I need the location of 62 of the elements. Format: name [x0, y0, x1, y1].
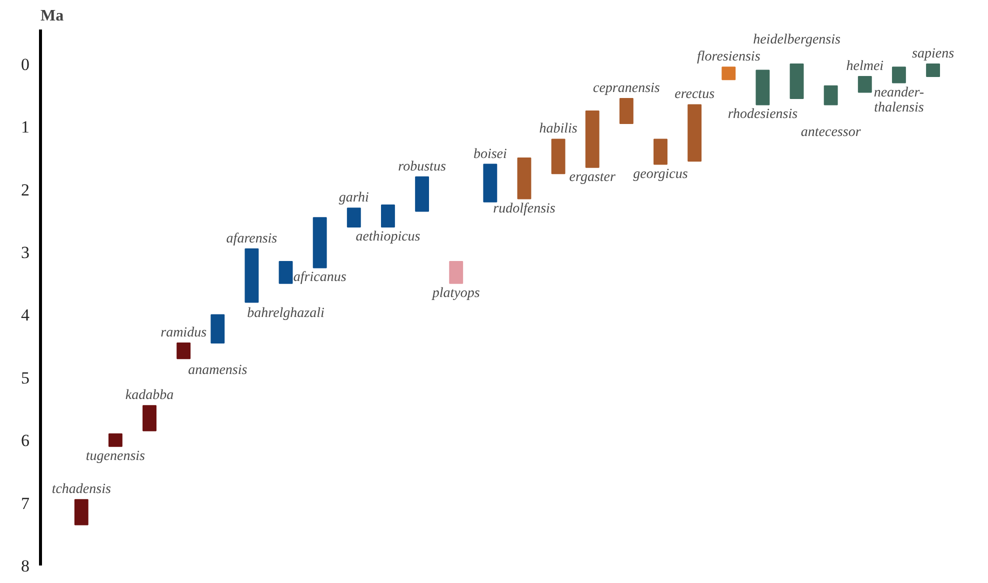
bar: [244, 248, 259, 303]
data-label: tchadensis: [52, 482, 112, 498]
bar: [654, 138, 668, 165]
y-tick-label: 5: [21, 368, 30, 388]
data-label: anamensis: [188, 363, 248, 378]
data-label: robustus: [398, 159, 446, 174]
bar: [74, 499, 88, 526]
data-label: afarensis: [226, 231, 278, 246]
bar: [892, 66, 906, 84]
bar: [756, 70, 770, 106]
data-label: garhi: [338, 190, 370, 206]
bar: [483, 164, 498, 202]
data-label: habilis: [539, 122, 578, 137]
bar: [585, 110, 600, 168]
y-tick-label: 3: [21, 243, 30, 262]
data-label: platyops: [431, 286, 480, 301]
bar: [108, 433, 122, 447]
y-tick-label: 6: [21, 431, 30, 450]
data-label: cepranensis: [592, 80, 660, 96]
bar: [415, 176, 430, 212]
bar: [381, 204, 395, 228]
data-label: tugenensis: [86, 448, 146, 464]
bar: [551, 138, 566, 174]
bar: [449, 260, 464, 284]
data-label: heidelbergensis: [753, 32, 841, 48]
y-tick-label: 8: [21, 556, 30, 576]
data-label: erectus: [674, 87, 716, 102]
y-tick-label: 1: [21, 118, 30, 137]
data-label: bahrelghazali: [247, 306, 325, 321]
data-label: rudolfensis: [493, 201, 556, 216]
bar: [722, 66, 736, 80]
data-label: aethiopicus: [356, 229, 421, 244]
data-label: floresiensis: [697, 50, 761, 65]
bar: [926, 63, 940, 78]
y-axis-title: Ma: [40, 8, 64, 24]
data-label: ergaster: [569, 170, 616, 185]
data-label: neander- thalensis: [874, 85, 924, 116]
bar: [312, 217, 327, 268]
data-label: antecessor: [800, 124, 862, 140]
data-label: sapiens: [912, 46, 955, 62]
bar: [210, 314, 225, 344]
y-tick-label: 2: [21, 180, 30, 200]
bar: [142, 405, 156, 432]
y-tick-label: 4: [21, 306, 30, 325]
y-tick-label: 7: [21, 494, 30, 513]
bar: [176, 342, 191, 360]
bar: [619, 98, 634, 124]
y-tick-label: 0: [21, 54, 30, 74]
bar: [278, 260, 293, 284]
data-label: helmei: [846, 59, 884, 74]
bar: [346, 208, 361, 228]
bar: [858, 76, 872, 93]
bar: [517, 158, 532, 200]
data-label: ramidus: [160, 325, 208, 340]
bar: [688, 104, 702, 162]
bar: [824, 85, 838, 106]
data-label: africanus: [293, 270, 347, 286]
data-label: boisei: [473, 146, 507, 162]
data-label: kadabba: [125, 388, 174, 404]
bar: [790, 63, 804, 99]
data-label: georgicus: [633, 166, 688, 182]
data-label: rhodesiensis: [728, 107, 798, 122]
